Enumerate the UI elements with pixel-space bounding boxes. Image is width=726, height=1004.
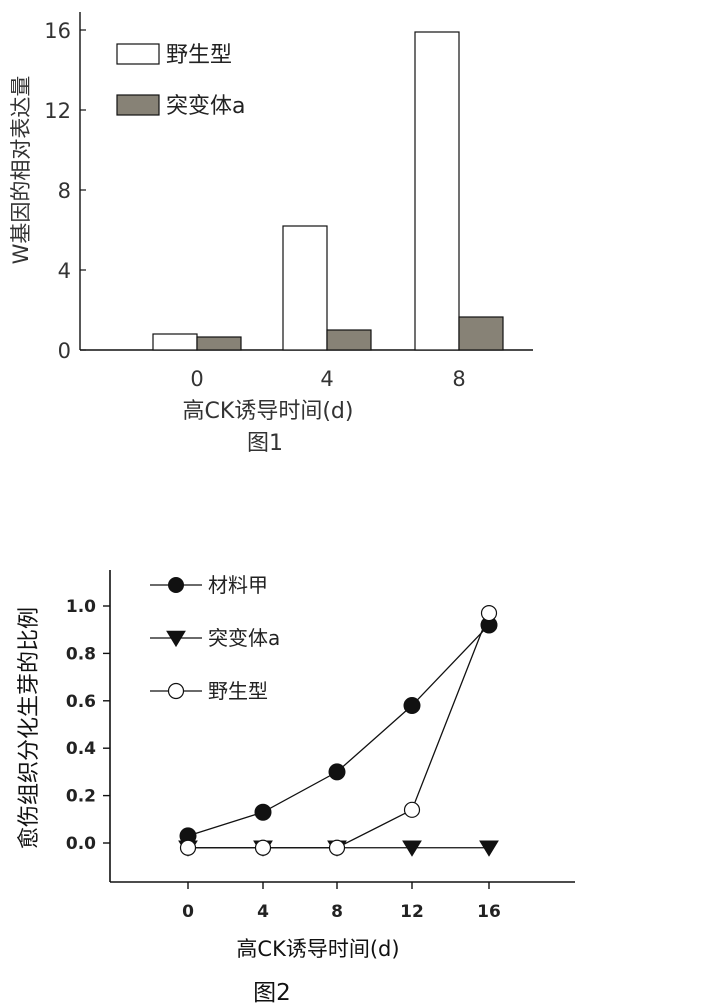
figure-2-caption: 图2 xyxy=(253,980,291,1004)
y-tick-label: 1.0 xyxy=(66,597,96,617)
y-axis-label: W基因的相对表达量 xyxy=(9,76,33,265)
legend-marker-mutant-a xyxy=(166,630,186,648)
x-tick-label: 4 xyxy=(320,367,333,391)
legend-label-wild-type: 野生型 xyxy=(166,43,232,68)
point-wild-type xyxy=(179,839,197,856)
point-material-jia xyxy=(254,803,272,821)
y-tick-label: 16 xyxy=(44,19,71,43)
legend-marker-material-jia xyxy=(168,577,184,593)
x-tick-label: 0 xyxy=(182,902,194,922)
y-axis-label: 愈伤组织分化生芽的比例 xyxy=(17,607,42,849)
x-tick-label: 12 xyxy=(400,902,424,922)
point-wild-type xyxy=(403,801,421,818)
y-tick-label: 0.2 xyxy=(66,787,96,807)
bar-mutant-a xyxy=(196,336,242,351)
point-material-jia xyxy=(403,697,421,715)
x-axis-label: 高CK诱导时间(d) xyxy=(183,399,354,424)
point-material-jia xyxy=(328,763,346,781)
legend-swatch-mutant-a xyxy=(116,94,160,116)
y-tick-label: 0.0 xyxy=(66,834,96,854)
x-axis-label: 高CK诱导时间(d) xyxy=(236,937,399,961)
figure-1-caption: 图1 xyxy=(247,431,283,456)
bar-wild-type xyxy=(414,31,460,351)
series-line-material-jia xyxy=(187,624,490,837)
legend-label-mutant-a: 突变体a xyxy=(208,626,280,650)
legend-label-material-jia: 材料甲 xyxy=(208,573,268,597)
point-wild-type xyxy=(254,839,272,856)
point-wild-type xyxy=(480,605,498,622)
x-tick-label: 8 xyxy=(452,367,465,391)
point-mutant-a xyxy=(402,840,422,857)
point-wild-type xyxy=(328,839,346,856)
y-tick-label: 0.6 xyxy=(66,692,96,712)
bar-mutant-a xyxy=(326,329,372,351)
x-tick-label: 16 xyxy=(477,902,501,922)
y-tick-label: 4 xyxy=(58,259,71,283)
point-mutant-a xyxy=(479,840,499,857)
y-tick-label: 0 xyxy=(58,339,71,363)
y-tick-label: 12 xyxy=(44,99,71,123)
x-tick-label: 4 xyxy=(257,902,269,922)
legend-label-mutant-a: 突变体a xyxy=(166,94,245,119)
legend-label-wild-type: 野生型 xyxy=(208,679,268,703)
y-tick-label: 8 xyxy=(58,179,71,203)
bar-wild-type xyxy=(282,225,328,351)
legend-marker-wild-type xyxy=(167,682,185,700)
y-tick-label: 0.4 xyxy=(66,739,96,759)
legend-swatch-wild-type xyxy=(116,43,160,65)
x-tick-label: 0 xyxy=(190,367,203,391)
x-tick-label: 8 xyxy=(331,902,343,922)
bar-mutant-a xyxy=(458,316,504,351)
y-tick-label: 0.8 xyxy=(66,644,96,664)
